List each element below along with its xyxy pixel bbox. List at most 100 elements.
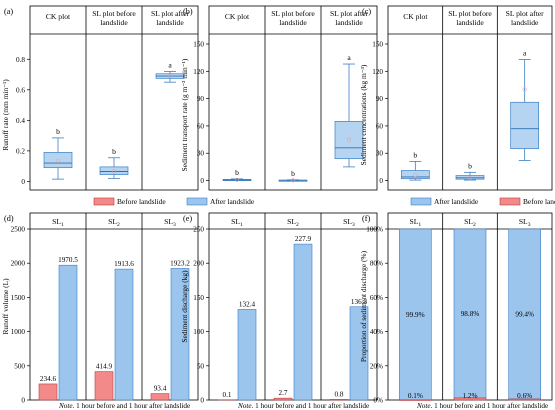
mean-marker xyxy=(413,172,418,178)
group-header-sub: 3 xyxy=(528,222,531,228)
note-prefix: Note. xyxy=(58,402,75,410)
panel-label: (c) xyxy=(362,7,371,16)
data-label-after: 98.8% xyxy=(461,310,480,318)
group-header-sub: 3 xyxy=(352,222,355,228)
y-tick-label: 120 xyxy=(372,68,383,76)
group-header: SL2 xyxy=(464,217,476,228)
legend-label-before: Before landslide xyxy=(523,197,555,206)
box-body xyxy=(334,121,364,160)
y-axis-label: Sediment concentrations (kg m⁻³) xyxy=(359,64,368,165)
bar-before-landslide xyxy=(273,397,293,401)
box-1: b xyxy=(222,168,252,183)
group-header: SL3 xyxy=(164,217,176,228)
plot-frame xyxy=(387,5,553,191)
y-tick-label: 100% xyxy=(366,226,383,234)
group-header: SL plot before landslide xyxy=(92,9,136,27)
y-tick-label: 120 xyxy=(193,68,204,76)
data-label-before: 2.7 xyxy=(279,389,288,397)
group-header-line: landslide xyxy=(279,18,307,27)
group-header: SL3 xyxy=(343,217,355,228)
y-tick-label: 100 xyxy=(193,328,204,336)
bar-after-landslide xyxy=(237,309,257,401)
legend-swatch-after xyxy=(410,197,432,206)
data-label-after: 1923.2 xyxy=(170,259,190,267)
data-label-before: 0.6% xyxy=(517,392,532,400)
mean-marker xyxy=(55,158,61,163)
box-body xyxy=(400,170,430,180)
significance-letter: a xyxy=(347,53,351,62)
y-tick-label: 50 xyxy=(197,362,205,370)
y-tick-label: 0.8 xyxy=(16,56,25,64)
bar-after-landslide xyxy=(293,243,313,401)
note-prefix: Note. xyxy=(416,402,433,410)
stacked-before-landslide xyxy=(508,398,541,401)
data-label-after: 1913.6 xyxy=(114,260,134,268)
group-header: SL2 xyxy=(287,217,299,228)
panel-label: (f) xyxy=(362,214,370,223)
note-2: Note. 1 hour before and 1 hour after lan… xyxy=(237,402,369,410)
data-label-before: 0.1 xyxy=(223,391,232,399)
group-header-line: SL plot before xyxy=(448,9,492,18)
y-tick-label: 90 xyxy=(197,95,205,103)
group-header-line: SL plot before xyxy=(271,9,315,18)
stacked-after-landslide xyxy=(508,228,541,400)
significance-letter: b xyxy=(56,127,60,136)
bar-after-landslide xyxy=(170,268,190,401)
note-text: 1 hour before and 1 hour after landslide xyxy=(432,402,548,410)
legend-swatch-before xyxy=(93,197,115,206)
data-label-before: 1.2% xyxy=(463,392,478,400)
group-header-name: SL xyxy=(52,217,61,226)
mean-marker xyxy=(522,87,527,92)
y-axis-label: Runoff rate (mm min⁻¹) xyxy=(1,79,10,151)
bar-before-landslide xyxy=(94,371,114,401)
group-header-sub: 1 xyxy=(418,222,421,228)
mean-marker xyxy=(234,177,240,183)
y-tick-label: 60 xyxy=(376,122,384,130)
group-header-line: SL plot after xyxy=(151,9,190,18)
bar-after-landslide xyxy=(114,268,134,401)
legend-proportion-panel: After landslide Before landslide xyxy=(410,197,555,206)
note-prefix: Note. xyxy=(237,402,254,410)
box-1: b xyxy=(43,127,73,180)
data-label-after: 99.4% xyxy=(515,310,534,318)
group-header: SL plot after landslide xyxy=(151,9,190,27)
group-header: SL1 xyxy=(231,217,243,228)
panel-label: (b) xyxy=(183,7,193,16)
data-label-after: 132.4 xyxy=(239,300,256,308)
group-header-line: landslide xyxy=(100,18,128,27)
y-tick-label: 0 xyxy=(200,177,204,185)
stacked-before-landslide xyxy=(453,397,487,401)
y-tick-label: 2500 xyxy=(11,226,26,234)
data-label-after: 227.9 xyxy=(295,235,312,243)
group-header: SL plot before landslide xyxy=(271,9,315,27)
group-header-name: SL xyxy=(287,217,296,226)
notes: Note. 1 hour before and 1 hour after lan… xyxy=(58,402,548,410)
y-tick-label: 150 xyxy=(193,41,204,49)
note-text: 1 hour before and 1 hour after landslide xyxy=(253,402,369,410)
bar-before-landslide xyxy=(38,383,58,401)
mean-marker xyxy=(167,73,173,79)
plot-frame xyxy=(208,212,378,401)
stacked-before-landslide xyxy=(399,399,432,401)
chart-panel-f: (f) SL1 SL2 SL30%20%40%60%80%100%Proportion… xyxy=(359,212,553,405)
y-tick-label: 40% xyxy=(370,328,383,336)
group-header-name: SL xyxy=(164,217,173,226)
y-tick-label: 1000 xyxy=(11,328,26,336)
box-2: b xyxy=(99,147,129,179)
group-header-line: landslide xyxy=(335,18,363,27)
y-tick-label: 0% xyxy=(373,397,383,405)
y-tick-label: 80% xyxy=(370,260,383,268)
panel-label: (e) xyxy=(183,214,192,223)
stacked-after-landslide xyxy=(399,228,432,401)
box-body xyxy=(455,175,485,180)
box-2: b xyxy=(278,169,308,183)
group-header-name: SL xyxy=(343,217,352,226)
legend-runoff-panel: Before landslide After landslide xyxy=(93,197,255,206)
significance-letter: a xyxy=(523,48,527,57)
group-header-line: SL plot after xyxy=(330,9,369,18)
data-label-before: 234.6 xyxy=(40,375,57,383)
